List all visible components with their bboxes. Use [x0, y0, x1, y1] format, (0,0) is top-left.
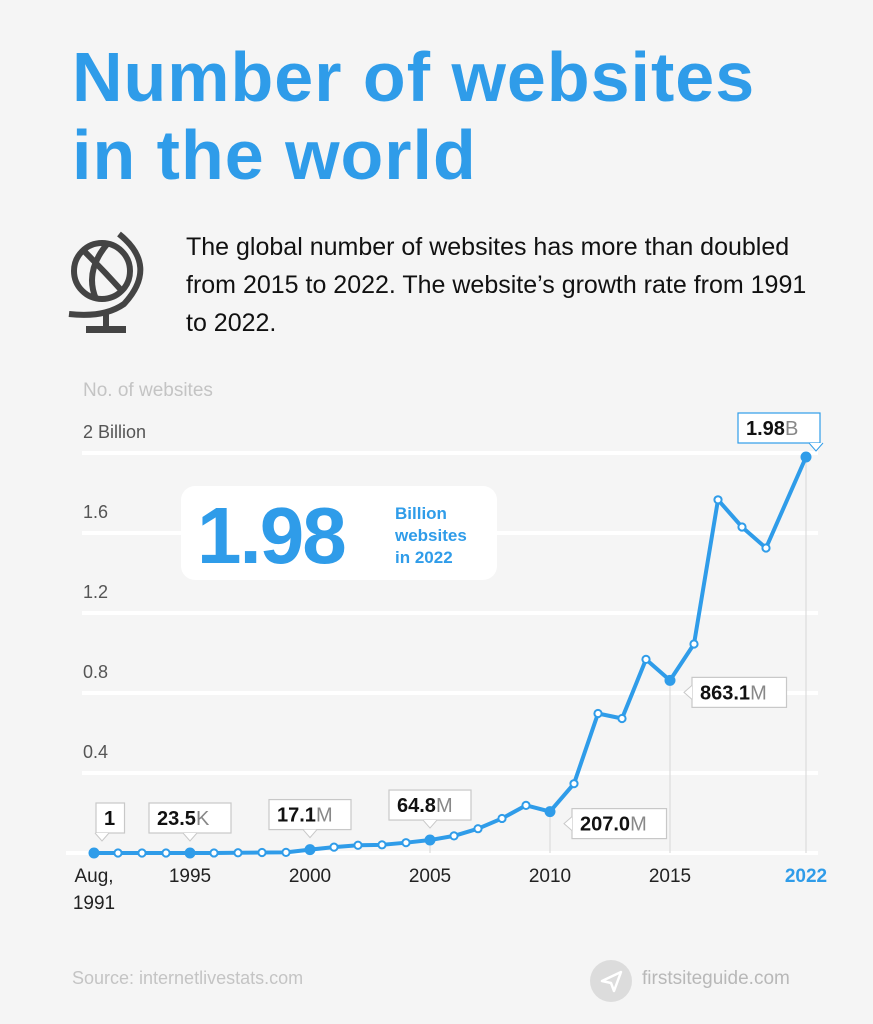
- data-label-value: 1: [104, 808, 115, 830]
- data-point: [713, 495, 723, 505]
- data-label-text: 64.8M: [397, 795, 453, 817]
- callout-caption: Billion websites in 2022: [395, 503, 467, 569]
- data-point: [497, 813, 507, 824]
- data-label-text: 23.5K: [157, 808, 210, 830]
- data-label-value: 863.1: [700, 682, 750, 704]
- data-point: [257, 847, 267, 858]
- data-label-text: 1: [104, 808, 115, 830]
- x-tick-label: 2015: [649, 866, 691, 887]
- highlight-callout: 1.98 Billion websites in 2022: [181, 486, 497, 580]
- data-label-unit: M: [750, 682, 767, 704]
- data-point: [304, 844, 316, 856]
- data-label-box: [571, 807, 668, 840]
- data-point: [641, 654, 651, 665]
- data-point: [401, 838, 411, 848]
- data-label-unit: M: [436, 795, 453, 817]
- data-point: [113, 848, 123, 858]
- data-label: 863.1M: [683, 676, 788, 708]
- x-tick-label: 1995: [169, 866, 211, 887]
- data-label-text: 17.1M: [277, 805, 333, 827]
- data-point: [473, 824, 483, 834]
- data-label-box: [737, 412, 821, 444]
- description: The global number of websites has more t…: [186, 233, 807, 337]
- data-point: [233, 848, 243, 858]
- data-point: [281, 847, 291, 857]
- data-label-value: 1.98: [746, 418, 785, 440]
- data-point: [209, 848, 219, 858]
- data-label-box: [268, 798, 352, 831]
- source-text: Source: internetlivestats.com: [72, 968, 304, 988]
- data-label-unit: M: [316, 805, 333, 827]
- data-label: 17.1M: [268, 798, 352, 839]
- data-point: [800, 451, 812, 463]
- data-point: [569, 779, 579, 789]
- data-point: [761, 543, 771, 553]
- paper-plane-icon: [590, 960, 632, 1002]
- callout-value: 1.98: [197, 491, 347, 580]
- data-point: [353, 840, 363, 850]
- data-label-value: 64.8: [397, 795, 436, 817]
- data-label-text: 207.0M: [580, 814, 647, 836]
- data-point: [377, 840, 387, 850]
- data-label-pointer: [808, 442, 824, 452]
- data-label: 1: [94, 802, 126, 842]
- data-label-pointer: [182, 832, 198, 842]
- data-point: [521, 800, 531, 810]
- x-tick-label: 2000: [289, 866, 331, 887]
- x-tick-label: 2022: [785, 866, 827, 887]
- data-point: [88, 847, 100, 859]
- data-label-text: 1.98B: [746, 418, 798, 440]
- y-tick-label: 1.2: [83, 582, 108, 602]
- data-label-pointer: [302, 829, 318, 839]
- callout-line-3: in 2022: [395, 548, 453, 567]
- data-label: 64.8M: [388, 789, 472, 829]
- y-tick-label: 0.4: [83, 742, 108, 762]
- y-tick-label: 0.8: [83, 662, 108, 682]
- data-label-value: 207.0: [580, 814, 630, 836]
- data-point: [593, 708, 603, 719]
- data-point: [329, 842, 339, 852]
- data-label-value: 23.5: [157, 808, 196, 830]
- data-label: 207.0M: [563, 807, 668, 840]
- data-label-pointer: [94, 832, 110, 842]
- callout-line-1: Billion: [395, 504, 447, 523]
- title-line-1: Number of websites: [72, 38, 756, 116]
- data-label-value: 17.1: [277, 805, 316, 827]
- data-label: 23.5K: [148, 802, 232, 842]
- data-point: [161, 848, 171, 858]
- x-tick-label: 2010: [529, 866, 571, 887]
- data-label-text: 863.1M: [700, 682, 767, 704]
- data-label-pointer: [422, 819, 438, 829]
- title-line-2: in the world: [72, 116, 477, 194]
- data-label-pointer: [563, 816, 573, 831]
- data-point: [449, 831, 459, 841]
- data-point: [689, 639, 699, 649]
- line-chart: 2 Billion 1.6 1.2 0.8 0.4 Aug, 1991 1995 2000 200…: [72, 412, 828, 914]
- data-label-unit: B: [785, 418, 798, 440]
- y-axis-label: No. of websites: [83, 380, 213, 401]
- y-tick-label: 1.6: [83, 502, 108, 522]
- x-tick-label: 2005: [409, 866, 451, 887]
- data-point: [137, 848, 147, 858]
- data-point: [184, 847, 196, 859]
- data-label-unit: K: [196, 808, 210, 830]
- data-point: [617, 713, 627, 724]
- data-point: [544, 806, 556, 818]
- x-tick-label: Aug,: [74, 866, 113, 887]
- page-title: Number of websites in the world: [72, 38, 755, 194]
- data-point: [424, 834, 436, 846]
- data-label-pointer: [683, 685, 693, 700]
- data-label-unit: M: [630, 814, 647, 836]
- data-label: 1.98B: [737, 412, 824, 452]
- brand-link[interactable]: firstsiteguide.com: [642, 968, 790, 989]
- data-point: [664, 674, 676, 686]
- x-tick-label-line2: 1991: [73, 893, 115, 914]
- data-point: [737, 522, 747, 532]
- data-label-box: [95, 802, 126, 834]
- y-tick-label: 2 Billion: [83, 422, 146, 442]
- data-label-box: [148, 802, 232, 834]
- callout-line-2: websites: [395, 526, 467, 545]
- globe-icon: [68, 231, 144, 333]
